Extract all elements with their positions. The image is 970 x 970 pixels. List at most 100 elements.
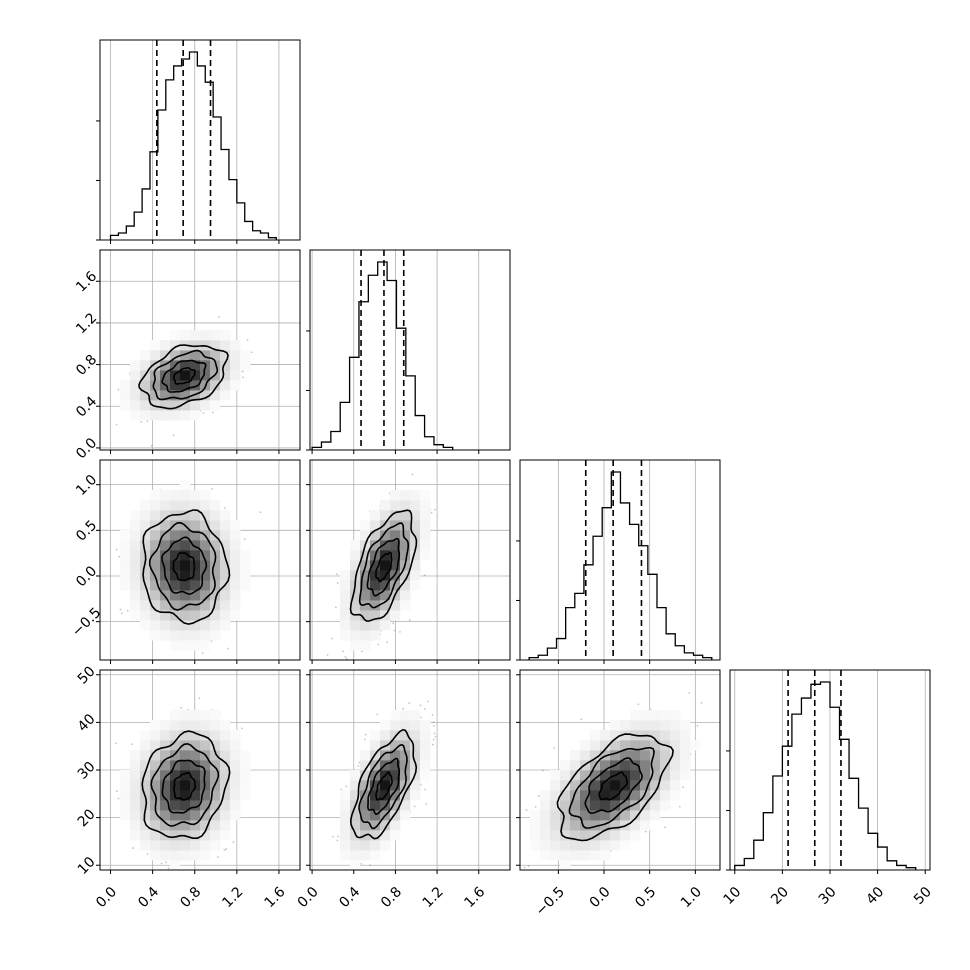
density-cell [600,770,611,781]
contour-level-1 [375,771,393,801]
density-cell [370,830,381,841]
density-cell [630,740,641,751]
density-cell [340,830,351,841]
density-cell [400,490,411,501]
density-cell [390,830,401,841]
density-cell [120,810,131,821]
density-cell [160,620,171,631]
density-cell [360,760,371,771]
density-cell [190,810,201,821]
scatter-point [419,704,422,707]
scatter-point [424,788,426,791]
scatter-panel-p0-p1 [100,250,300,450]
density-cell [220,600,231,611]
density-cell [220,590,231,601]
scatter-point [336,573,338,576]
density-cell [150,740,161,751]
density-cell [570,750,581,761]
density-cell [400,730,411,741]
density-cell [370,630,381,641]
scatter-point [332,835,334,838]
density-cell [190,800,201,811]
density-cell [210,810,221,821]
y-tick-label: 10 [75,854,99,878]
density-cell [140,530,151,541]
density-cell [200,600,211,611]
density-cell [650,770,661,781]
density-cell [630,820,641,831]
density-cell [380,540,391,551]
density-cell [650,760,661,771]
density-cell [370,520,381,531]
density-cell [180,350,191,361]
density-cell [560,860,571,870]
density-cell [230,740,241,751]
contour-level-1 [375,551,393,583]
density-cell [200,390,211,401]
density-cell [400,580,411,591]
scatter-point [335,606,337,609]
density-cell [180,510,191,521]
density-cell [620,750,631,761]
density-cell [210,730,221,741]
density-cell [210,610,221,621]
density-cell [150,620,161,631]
density-cell [200,550,211,561]
density-cell [550,780,561,791]
density-cell [210,750,221,761]
density-cell [150,590,161,601]
density-cell [370,610,381,621]
density-cell [590,820,601,831]
density-cell [140,760,151,771]
scatter-point [411,473,414,476]
density-cell [360,640,371,651]
density-cell [620,770,631,781]
density-cell [360,850,371,861]
density-cell [120,400,131,411]
density-cell [180,730,191,741]
density-cell [640,720,651,731]
density-cells [120,330,251,421]
density-cell [150,490,161,501]
density-cell [340,600,351,611]
x-tick-label: 40 [863,884,887,908]
density-cell [190,590,201,601]
density-cell [210,540,221,551]
density-cell [190,560,201,571]
scatter-point [132,847,134,849]
density-cell [400,710,411,721]
density-cell [560,760,571,771]
density-cell [640,780,651,791]
density-cell [390,770,401,781]
density-cell [160,810,171,821]
density-cell [220,730,231,741]
density-cell [570,800,581,811]
density-cell [240,750,251,761]
density-cell [190,500,201,511]
scatter-point [117,797,120,800]
density-cell [210,630,221,641]
density-cell [200,520,211,531]
density-cell [170,380,181,391]
density-cell [150,820,161,831]
density-cell [160,580,171,591]
histogram-frame [309,249,511,451]
density-cell [180,640,191,651]
density-cell [180,780,191,791]
density-cell [200,630,211,641]
density-cell [600,790,611,801]
density-cell [170,340,181,351]
y-tick-label: 1.2 [73,310,100,337]
density-cell [670,710,681,721]
histogram-panel-p1 [311,250,480,450]
density-cell [120,790,131,801]
scatter-point [425,803,428,805]
density-cell [360,610,371,621]
density-cell [220,620,231,631]
density-cell [410,710,421,721]
density-cell [150,340,161,351]
density-cell [630,810,641,821]
scatter-panel-p1-p3 [310,670,510,870]
density-cell [380,500,391,511]
density-cell [390,780,401,791]
